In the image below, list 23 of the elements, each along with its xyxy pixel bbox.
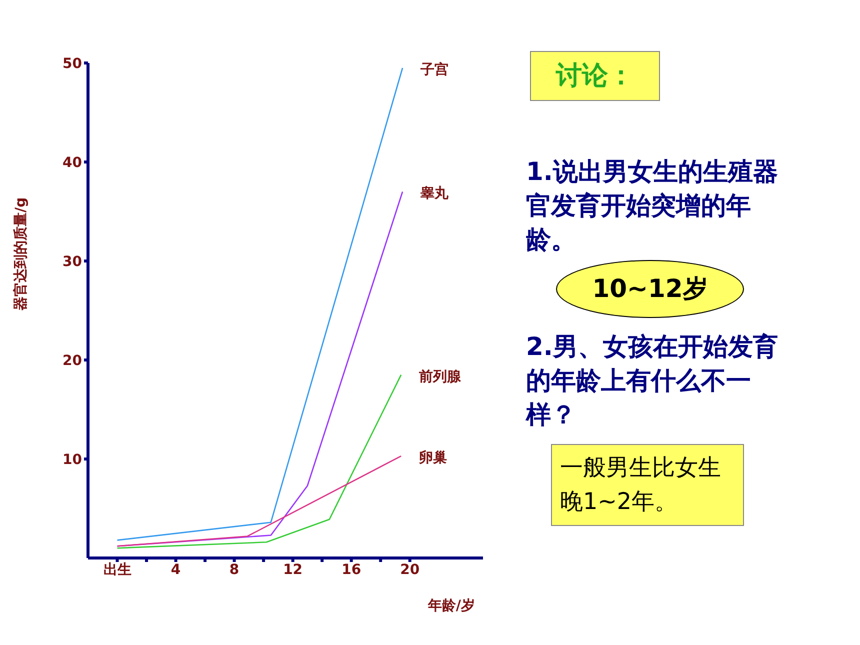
- x-tick-label: 出生: [103, 562, 132, 578]
- series-label: 子宫: [420, 60, 449, 78]
- text: 2.男、女孩在开始发育的年龄上有什么不一样？: [526, 331, 779, 431]
- x-axis-title: 年龄/岁: [426, 598, 475, 614]
- y-axis-title: 器官达到的质量/g: [12, 197, 29, 310]
- text: 讨论：: [530, 51, 660, 101]
- x-tick-label: 4: [170, 562, 181, 578]
- x-tick-label: 20: [400, 562, 420, 578]
- y-tick-label: 30: [62, 254, 82, 270]
- series-label: 前列腺: [418, 368, 462, 385]
- series-label: 睾丸: [420, 186, 449, 202]
- y-tick-label: 10: [62, 452, 82, 468]
- text: 10~12岁: [556, 260, 744, 318]
- y-tick-label: 20: [62, 352, 82, 369]
- x-tick-label: 16: [342, 562, 362, 578]
- x-tick-label: 8: [229, 562, 240, 578]
- y-tick-label: 50: [62, 56, 82, 72]
- x-tick-label: 12: [283, 562, 303, 578]
- y-tick-label: 40: [62, 154, 82, 171]
- text: 一般男生比女生晚1~2年。: [551, 444, 744, 526]
- line-series: [116, 374, 402, 549]
- text: 1.说出男女生的生殖器官发育开始突增的年龄。: [526, 156, 779, 256]
- series-label: 卵巢: [418, 450, 448, 466]
